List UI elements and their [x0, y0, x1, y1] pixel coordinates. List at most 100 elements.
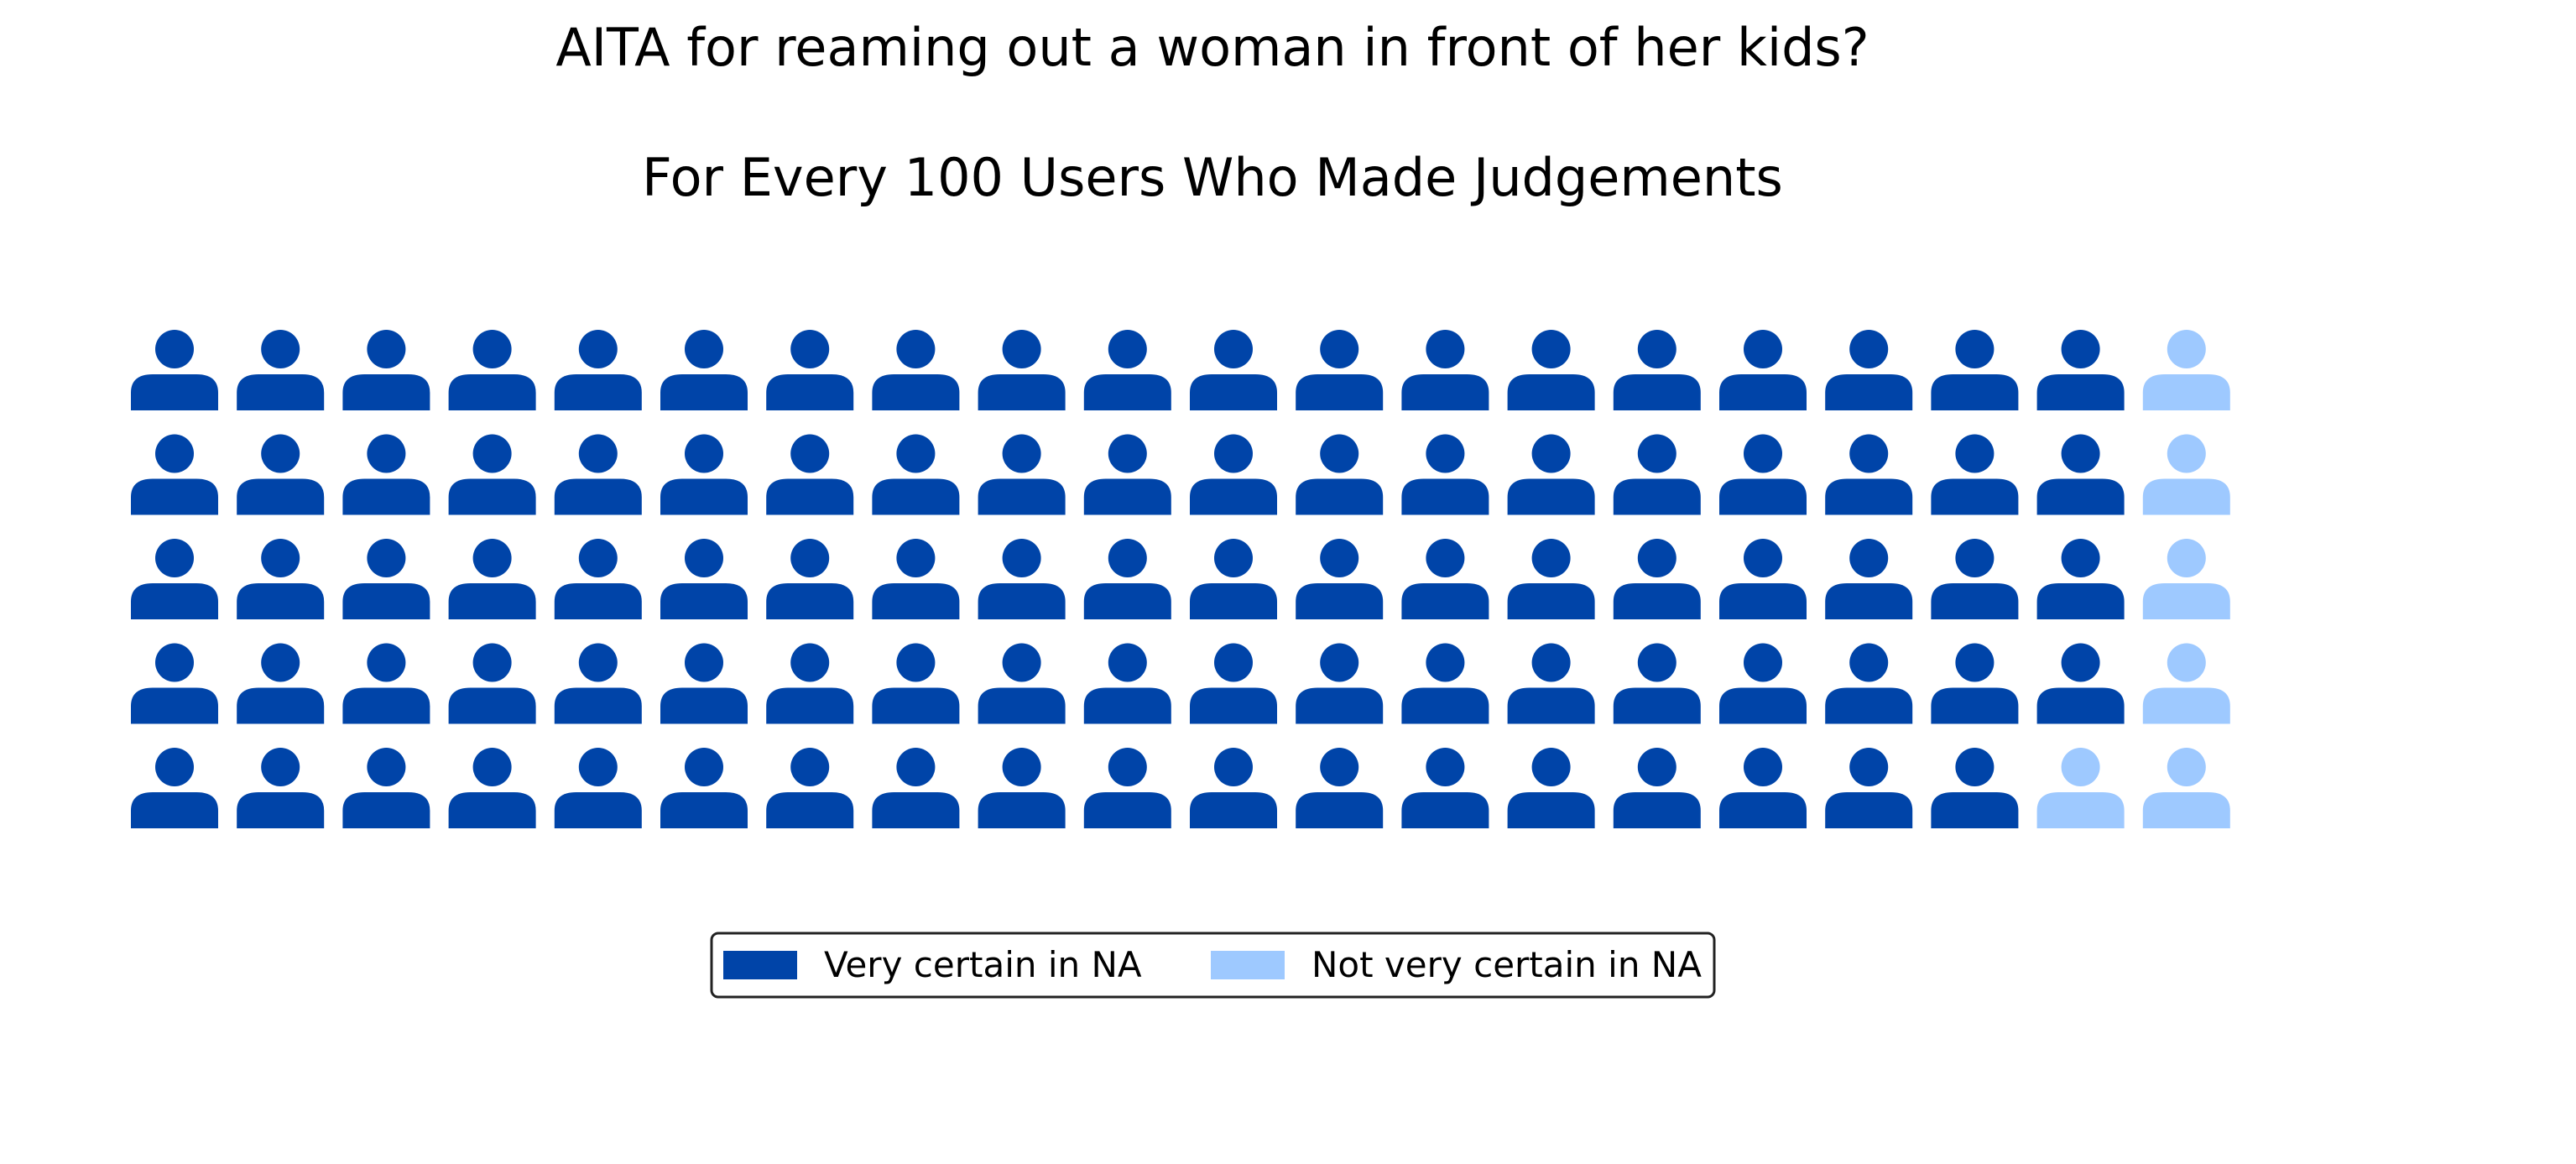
legend-label: Not very certain in NA	[1311, 944, 1702, 985]
legend-label: Very certain in NA	[824, 944, 1142, 985]
person-icon	[342, 434, 430, 515]
person-icon	[1931, 643, 2019, 724]
person-icon	[554, 434, 642, 515]
person-icon	[766, 643, 854, 724]
person-icon	[1507, 539, 1595, 619]
person-icon	[1719, 748, 1807, 828]
person-icon	[554, 330, 642, 410]
person-icon	[1401, 434, 1489, 515]
person-icon	[237, 434, 325, 515]
person-icon	[1931, 539, 2019, 619]
person-icon	[1719, 434, 1807, 515]
person-icon	[1507, 643, 1595, 724]
person-icon	[448, 748, 536, 828]
person-icon	[1825, 748, 1913, 828]
person-icon	[766, 539, 854, 619]
person-icon	[1719, 330, 1807, 410]
person-icon	[2142, 434, 2230, 515]
person-icon	[1083, 434, 1171, 515]
person-icon	[1296, 434, 1384, 515]
legend-swatch	[1211, 951, 1285, 979]
person-icon	[448, 539, 536, 619]
person-icon	[1613, 748, 1701, 828]
legend-swatch	[723, 951, 797, 979]
person-icon	[237, 643, 325, 724]
person-icon	[237, 748, 325, 828]
person-icon	[2036, 748, 2125, 828]
person-icon	[1190, 434, 1277, 515]
person-icon	[1507, 748, 1595, 828]
person-icon	[131, 330, 218, 410]
person-icon	[872, 643, 960, 724]
person-icon	[342, 539, 430, 619]
person-icon	[342, 330, 430, 410]
person-icon	[131, 434, 218, 515]
person-icon	[1825, 539, 1913, 619]
icon-grid	[131, 330, 2230, 828]
person-icon	[131, 643, 218, 724]
person-icon	[554, 748, 642, 828]
person-icon	[1931, 330, 2019, 410]
person-icon	[660, 434, 748, 515]
person-icon	[1613, 643, 1701, 724]
person-icon	[1825, 330, 1913, 410]
person-icon	[342, 748, 430, 828]
person-icon	[1190, 748, 1277, 828]
person-icon	[2142, 539, 2230, 619]
chart-title: AITA for reaming out a woman in front of…	[555, 17, 1869, 78]
person-icon	[1401, 748, 1489, 828]
person-icon	[872, 434, 960, 515]
person-icon	[1190, 539, 1277, 619]
person-icon	[2036, 330, 2125, 410]
person-icon	[2142, 748, 2230, 828]
person-icon	[448, 434, 536, 515]
person-icon	[1296, 539, 1384, 619]
person-icon	[978, 434, 1066, 515]
person-icon	[660, 748, 748, 828]
person-icon	[766, 748, 854, 828]
person-icon	[1190, 330, 1277, 410]
person-icon	[872, 330, 960, 410]
person-icon	[1401, 643, 1489, 724]
person-icon	[766, 330, 854, 410]
person-icon	[554, 539, 642, 619]
person-icon	[448, 330, 536, 410]
person-icon	[131, 539, 218, 619]
person-icon	[131, 748, 218, 828]
person-icon	[1931, 748, 2019, 828]
person-icon	[978, 539, 1066, 619]
person-icon	[660, 539, 748, 619]
person-icon	[1507, 434, 1595, 515]
person-icon	[237, 539, 325, 619]
person-icon	[448, 643, 536, 724]
person-icon	[1083, 539, 1171, 619]
person-icon	[1190, 643, 1277, 724]
person-icon	[1507, 330, 1595, 410]
person-icon	[554, 643, 642, 724]
person-icon	[1296, 748, 1384, 828]
person-icon	[1825, 434, 1913, 515]
person-icon	[2142, 330, 2230, 410]
person-icon	[1825, 643, 1913, 724]
person-icon	[660, 330, 748, 410]
person-icon	[1083, 330, 1171, 410]
person-icon	[1613, 434, 1701, 515]
person-icon	[2036, 539, 2125, 619]
person-icon	[1083, 643, 1171, 724]
legend: Very certain in NA Not very certain in NA	[710, 932, 1716, 999]
person-icon	[978, 330, 1066, 410]
person-icon	[1401, 330, 1489, 410]
person-icon	[1613, 539, 1701, 619]
person-icon	[2036, 643, 2125, 724]
person-icon	[978, 643, 1066, 724]
person-icon	[766, 434, 854, 515]
person-icon	[1296, 330, 1384, 410]
person-icon	[1083, 748, 1171, 828]
person-icon	[342, 643, 430, 724]
person-icon	[2142, 643, 2230, 724]
person-icon	[237, 330, 325, 410]
person-icon	[1613, 330, 1701, 410]
person-icon	[872, 748, 960, 828]
person-icon	[1401, 539, 1489, 619]
